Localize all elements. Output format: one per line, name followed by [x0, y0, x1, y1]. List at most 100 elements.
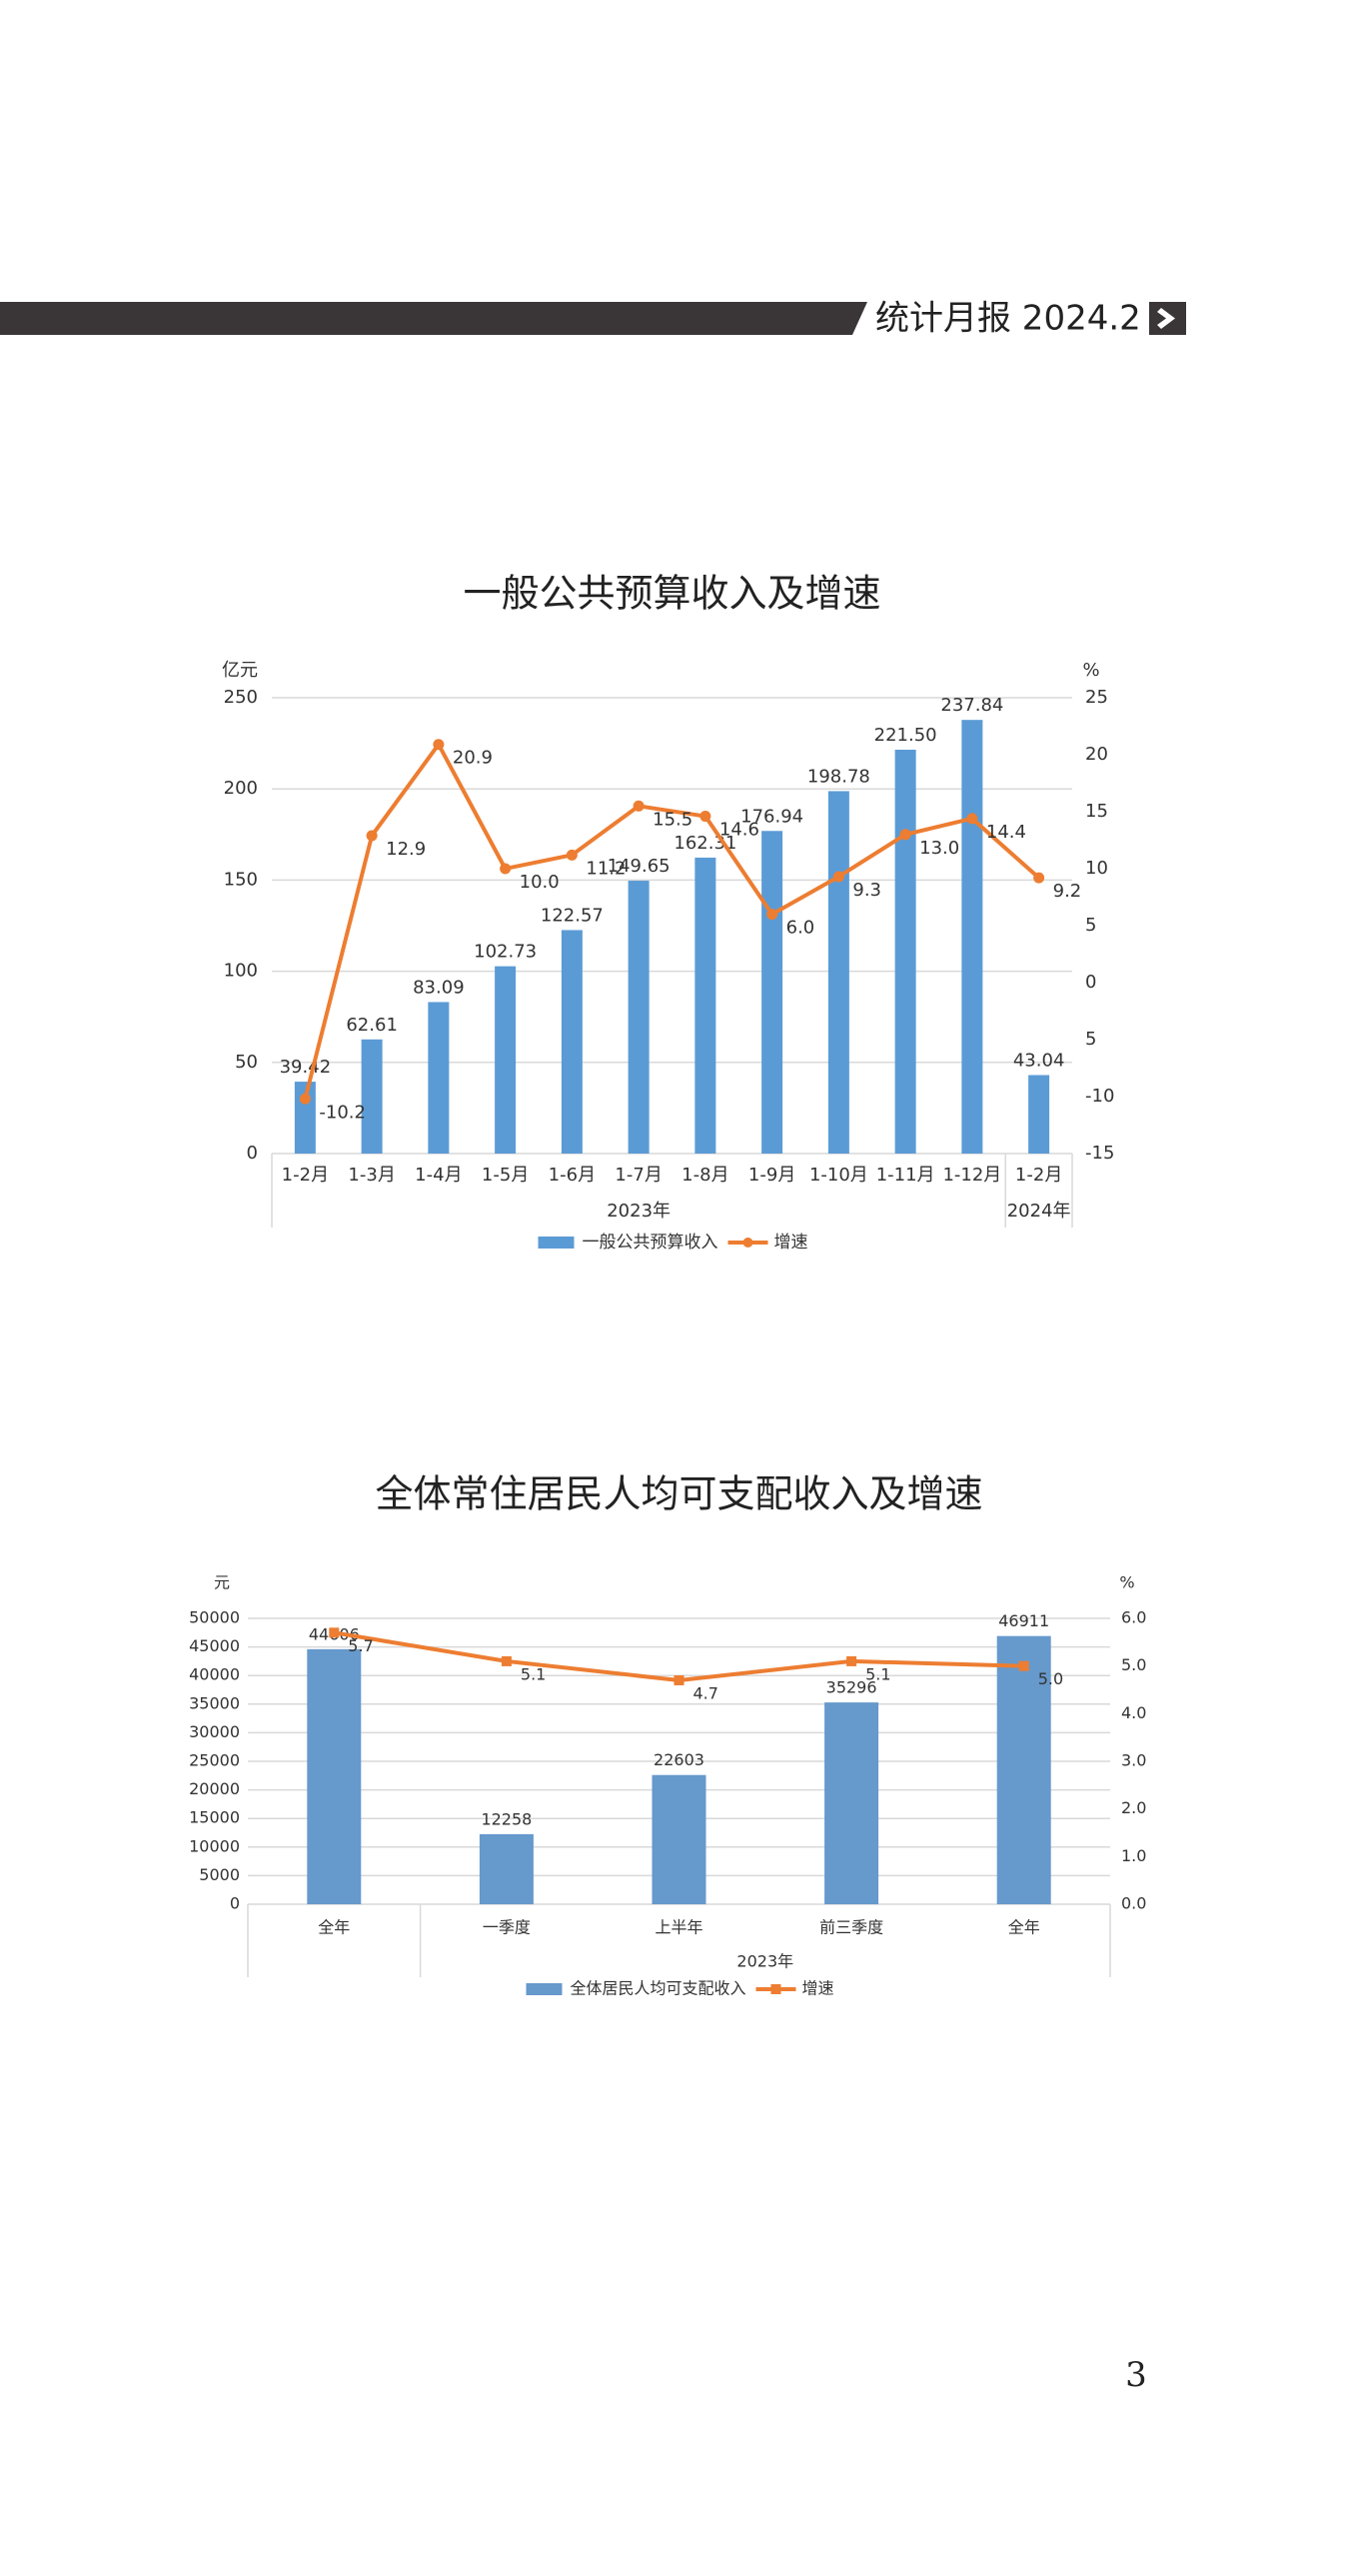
- x-tick-label: 1-2月: [282, 1165, 329, 1186]
- line-marker: [846, 1655, 857, 1666]
- bar-value-label: 39.42: [280, 1057, 332, 1078]
- line-marker: [966, 813, 978, 825]
- y2-axis-unit: %: [1082, 660, 1099, 681]
- x-tick-label: 1-10月: [809, 1165, 868, 1186]
- line-marker: [674, 1674, 684, 1685]
- bar-value-label: 46911: [998, 1611, 1049, 1630]
- bar: [479, 1833, 534, 1904]
- header-title: 统计月报 2024.2: [875, 299, 1141, 339]
- bar: [996, 1635, 1051, 1904]
- y-tick-label: 250: [224, 687, 258, 708]
- x-tick-label: 1-2月: [1015, 1165, 1062, 1186]
- x-tick-label: 1-4月: [415, 1165, 462, 1186]
- bar-value-label: 237.84: [940, 695, 1003, 716]
- x-tick-label: 1-3月: [348, 1165, 395, 1186]
- x-tick-label: 1-12月: [942, 1165, 1001, 1186]
- legend-label: 增速: [774, 1233, 808, 1253]
- x-tick-label: 1-8月: [681, 1165, 728, 1186]
- line-value-label: 10.0: [520, 872, 560, 893]
- legend-swatch: [538, 1237, 575, 1249]
- bar-value-label: 198.78: [807, 766, 870, 787]
- y-tick-label: 150: [224, 869, 258, 890]
- legend-marker: [742, 1238, 753, 1248]
- bar: [495, 966, 517, 1154]
- line: [303, 742, 1040, 1100]
- y2-tick-label: 0: [1085, 972, 1096, 993]
- line-marker: [1018, 1660, 1029, 1671]
- legend-label: 一般公共预算收入: [583, 1233, 718, 1253]
- x-tick-label: 1-9月: [748, 1165, 795, 1186]
- line-value-label: -10.2: [319, 1102, 366, 1123]
- y2-tick-label: 4.0: [1121, 1703, 1146, 1722]
- bar-value-label: 221.50: [874, 725, 937, 746]
- line-value-label: 4.7: [693, 1683, 718, 1702]
- line-marker: [633, 800, 645, 812]
- y-tick-label: 45000: [189, 1636, 240, 1655]
- x-tick-label: 前三季度: [819, 1918, 883, 1937]
- x-tick-label: 1-6月: [549, 1165, 596, 1186]
- bar: [652, 1774, 706, 1904]
- line-value-label: 5.0: [1038, 1669, 1063, 1688]
- line-value-label: 5.7: [348, 1636, 373, 1655]
- bar: [628, 881, 650, 1154]
- line-marker: [1033, 872, 1045, 884]
- y-axis-unit: 元: [214, 1573, 230, 1592]
- line-marker: [500, 863, 512, 875]
- chart-title: 一般公共预算收入及增速: [463, 572, 880, 616]
- x-tick-label: 1-7月: [615, 1165, 662, 1186]
- x-tick-label: 1-11月: [876, 1165, 935, 1186]
- y-tick-label: 200: [224, 778, 258, 799]
- bar: [824, 1702, 879, 1904]
- line-marker: [366, 830, 378, 842]
- y2-tick-label: 0.0: [1121, 1894, 1146, 1913]
- y2-tick-label: 5.0: [1121, 1655, 1146, 1674]
- line-value-label: 14.6: [719, 820, 759, 841]
- header-bar: [0, 302, 867, 335]
- line-marker: [501, 1655, 512, 1666]
- line-value-label: 12.9: [386, 839, 426, 860]
- line-marker: [766, 909, 778, 921]
- bar: [1028, 1075, 1050, 1154]
- bar: [827, 791, 849, 1154]
- line-marker: [299, 1093, 311, 1105]
- y2-tick-label: -10: [1085, 1086, 1114, 1107]
- y2-axis-unit: %: [1119, 1573, 1134, 1592]
- line-value-label: 5.1: [865, 1664, 890, 1683]
- x-tick-label: 全年: [1008, 1918, 1040, 1937]
- bar: [761, 831, 783, 1154]
- y2-tick-label: 15: [1085, 801, 1108, 822]
- bar-value-label: 176.94: [740, 806, 803, 827]
- line-value-label: 15.5: [653, 809, 692, 830]
- y-tick-label: 50: [235, 1052, 258, 1073]
- category-group-label: 2023年: [607, 1201, 671, 1222]
- bar: [561, 930, 583, 1154]
- line-value-label: 9.3: [852, 880, 881, 901]
- category-group-label: 2023年: [736, 1952, 793, 1971]
- line-value-label: 6.0: [786, 918, 815, 939]
- x-tick-label: 全年: [318, 1918, 350, 1937]
- bar-value-label: 102.73: [474, 942, 537, 963]
- line: [333, 1630, 1024, 1682]
- line-marker: [699, 811, 711, 823]
- y-tick-label: 5000: [199, 1865, 240, 1884]
- bar: [894, 749, 916, 1154]
- legend-swatch: [526, 1983, 563, 1995]
- y-tick-label: 30000: [189, 1722, 240, 1741]
- bar-value-label: 62.61: [346, 1015, 398, 1036]
- y-tick-label: 0: [247, 1143, 258, 1164]
- bar-value-label: 35296: [826, 1678, 877, 1697]
- y-axis-unit: 亿元: [222, 660, 258, 681]
- line-value-label: 5.1: [521, 1664, 546, 1683]
- line-marker: [832, 871, 844, 883]
- bar-value-label: 122.57: [541, 905, 604, 926]
- bar-value-label: 149.65: [608, 856, 671, 877]
- bar: [961, 720, 983, 1154]
- bar-value-label: 12258: [481, 1809, 532, 1828]
- y2-tick-label: 10: [1085, 858, 1108, 879]
- bar: [307, 1648, 362, 1904]
- y2-tick-label: 5: [1085, 1029, 1096, 1050]
- legend-label: 增速: [802, 1979, 834, 1998]
- header-arrow: [1157, 308, 1175, 329]
- y-tick-label: 40000: [189, 1665, 240, 1684]
- x-tick-label: 上半年: [655, 1918, 702, 1937]
